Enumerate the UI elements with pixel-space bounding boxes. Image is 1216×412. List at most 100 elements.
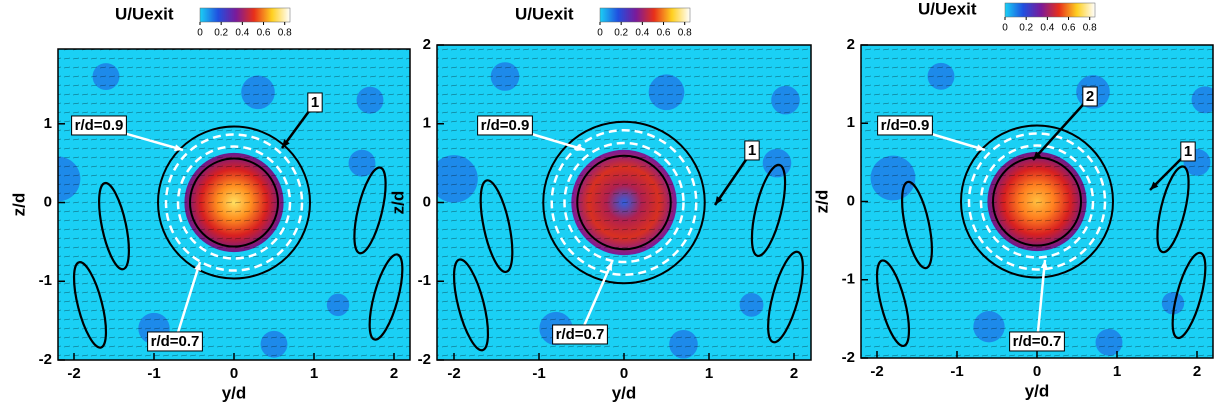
x-tick-label: -1 (950, 363, 963, 380)
x-tick-label: 2 (790, 365, 798, 382)
circle-07 (176, 145, 292, 260)
colorbar-tick-label: 0.4 (235, 28, 249, 39)
contour (542, 120, 706, 285)
colorbar-tick-label: 0.2 (214, 28, 228, 39)
arrow-head (282, 139, 290, 148)
x-axis-label: y/d (222, 383, 247, 402)
colorbar-tick-label: 0 (197, 28, 203, 39)
y-tick-label: 2 (847, 36, 855, 53)
annotation-box (552, 324, 608, 345)
contour (750, 163, 787, 258)
x-tick-label: 0 (620, 365, 628, 382)
contour (368, 253, 404, 341)
x-tick-label: 0 (230, 365, 238, 382)
contour (157, 125, 311, 280)
colorbar (599, 7, 691, 23)
colorbar-tick-label: 0.8 (1083, 23, 1097, 34)
x-tick-label: 1 (1113, 363, 1121, 380)
annotation: 2 (1086, 88, 1094, 105)
x-tick-label: -2 (67, 365, 80, 382)
y-tick-label: -2 (842, 349, 855, 366)
x-tick-label: -1 (147, 365, 160, 382)
annotation-box (877, 115, 933, 136)
contour (767, 250, 804, 344)
x-tick-label: 2 (390, 365, 398, 382)
colorbar-label: U/Uexit (515, 4, 574, 23)
vectors (861, 45, 1213, 358)
arrow-head (976, 144, 985, 151)
contour (98, 181, 130, 271)
colorbar-tick-label: 0.6 (257, 28, 271, 39)
contour (1156, 165, 1190, 254)
y-tick-label: 0 (423, 193, 431, 210)
y-tick-label: -1 (418, 272, 431, 289)
y-tick-label: -2 (418, 351, 431, 368)
annotation: 1 (748, 142, 756, 159)
annotation-box (307, 92, 323, 113)
annotation: r/d=0.7 (151, 333, 200, 350)
y-tick-label: 0 (44, 194, 52, 211)
colorbar-label: U/Uexit (115, 4, 174, 23)
contour (189, 157, 279, 248)
colorbar-tick-label: 0.8 (278, 28, 292, 39)
arrow-head (174, 144, 183, 152)
x-tick-label: 0 (1033, 363, 1041, 380)
x-axis-label: y/d (612, 383, 637, 402)
y-tick-label: 2 (423, 36, 431, 53)
annotation: r/d=0.9 (75, 117, 124, 134)
vectors (437, 45, 811, 360)
annotation-box (71, 115, 127, 136)
arrow-head (715, 196, 723, 205)
x-tick-label: -2 (447, 365, 460, 382)
contour (576, 154, 672, 251)
x-tick-label: 1 (310, 365, 318, 382)
circle-09 (967, 132, 1107, 271)
y-tick-label: -1 (842, 271, 855, 288)
circle-09 (550, 129, 698, 276)
contour (452, 258, 490, 352)
contour (901, 180, 933, 270)
y-axis-label: z/d (9, 193, 28, 217)
colorbar (199, 7, 291, 23)
colorbar-tick-label: 0.8 (678, 28, 692, 39)
annotation-box (477, 115, 533, 136)
annotation: 1 (1184, 143, 1192, 160)
annotation: r/d=0.7 (1013, 333, 1062, 350)
annotation-box (1180, 141, 1196, 162)
colorbar-tick-label: 0.6 (657, 28, 671, 39)
annotation-box (1009, 331, 1065, 352)
field (861, 45, 1213, 358)
x-tick-label: 2 (1193, 363, 1201, 380)
contour (353, 166, 387, 255)
x-axis-label: y/d (1025, 381, 1050, 400)
annotation-box (744, 140, 760, 161)
y-axis-label: z/d (812, 190, 831, 214)
annotation-arrow (578, 261, 614, 336)
contour (72, 261, 108, 349)
y-tick-label: 1 (44, 115, 52, 132)
y-tick-label: -1 (39, 272, 52, 289)
colorbar-tick-label: 0 (1002, 23, 1008, 34)
annotation: r/d=0.7 (556, 326, 605, 343)
y-tick-label: 1 (847, 114, 855, 131)
x-tick-label: -1 (532, 365, 545, 382)
annotation: r/d=0.9 (481, 117, 530, 134)
contour (960, 124, 1114, 279)
annotation-arrow (1035, 259, 1047, 343)
arrow-head (1150, 181, 1159, 190)
circle-09 (164, 133, 304, 272)
colorbar-tick-label: 0 (597, 28, 603, 39)
arrow-head (1040, 260, 1048, 269)
annotation-box (1082, 86, 1098, 107)
circle-07 (979, 144, 1095, 259)
x-tick-label: -2 (870, 363, 883, 380)
arrow-head (576, 144, 585, 151)
colorbar-tick-label: 0.4 (1040, 23, 1054, 34)
contour (875, 259, 911, 348)
x-tick-label: 1 (705, 365, 713, 382)
colorbar-label: U/Uexit (918, 0, 977, 18)
contour (1171, 251, 1207, 340)
vectors (58, 49, 410, 360)
colorbar-tick-label: 0.6 (1062, 23, 1076, 34)
